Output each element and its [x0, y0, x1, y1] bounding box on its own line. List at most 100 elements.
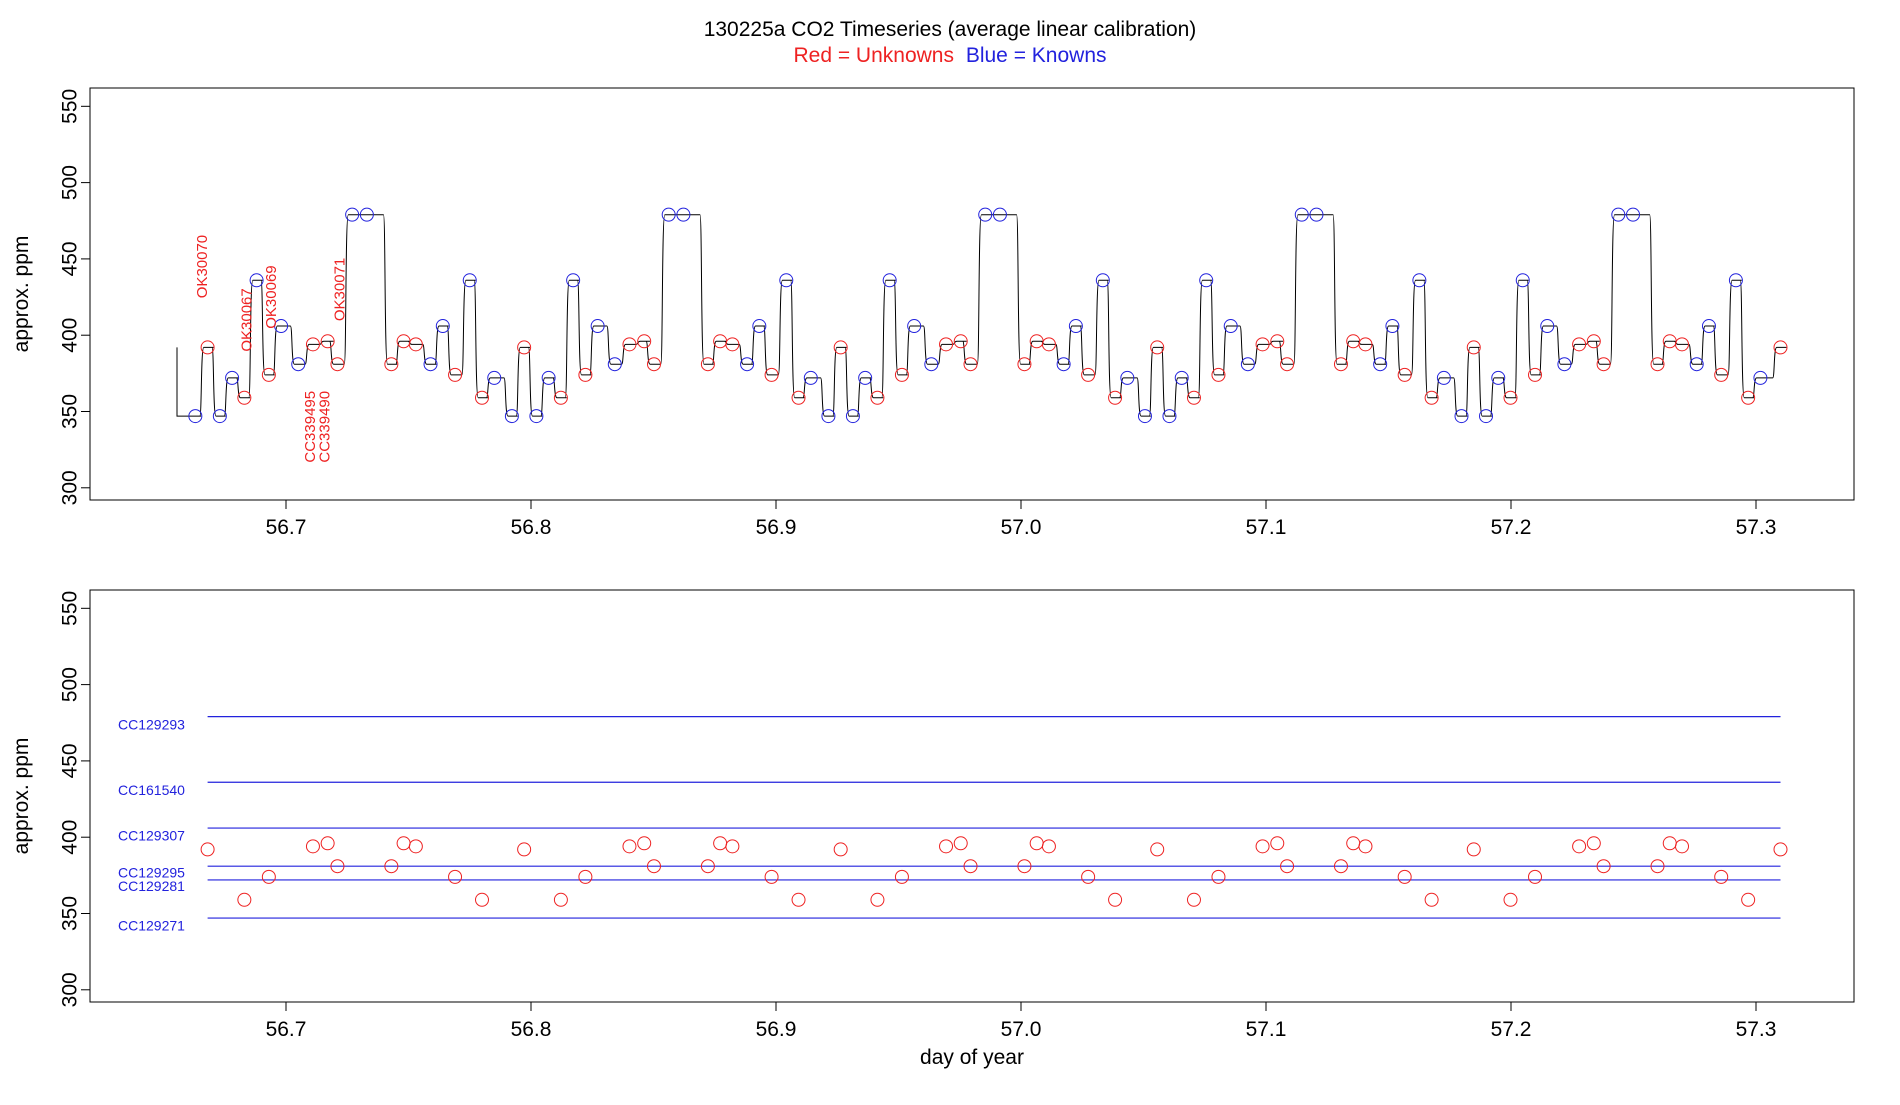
- known-point: [1309, 207, 1324, 222]
- y-tick-label: 450: [59, 743, 82, 778]
- known-point: [1385, 319, 1400, 334]
- x-tick-label: 56.8: [511, 1018, 552, 1041]
- unknown-point: [870, 892, 885, 907]
- reference-line-label: CC129295: [118, 864, 185, 880]
- y-tick-label: 350: [59, 896, 82, 931]
- unknown-point: [553, 892, 568, 907]
- unknown-point: [1358, 839, 1373, 854]
- known-point: [1557, 357, 1572, 372]
- bottom-panel: 56.7 56.8 56.9 57.0 57.1 57.2 57.3 300 350 400 450…: [10, 589, 1855, 1069]
- plot-frame: [89, 87, 1855, 501]
- unknown-point: [1017, 357, 1032, 372]
- unknown-point: [1528, 869, 1543, 884]
- unknown-point: [1358, 337, 1373, 352]
- sample-annotation: OK30071: [331, 258, 348, 321]
- sample-annotation: CC339495: [302, 391, 319, 463]
- unknown-point: [1041, 337, 1056, 352]
- unknown-point: [1572, 337, 1587, 352]
- unknown-point: [700, 357, 715, 372]
- known-point: [225, 370, 240, 385]
- unknown-point: [963, 357, 978, 372]
- unknown-point: [1211, 367, 1226, 382]
- legend-knowns: Blue = Knowns: [966, 44, 1107, 67]
- reference-line-label: CC129271: [118, 918, 185, 934]
- known-point: [249, 273, 264, 288]
- unknown-point: [1017, 859, 1032, 874]
- known-point: [487, 370, 502, 385]
- known-point: [1137, 409, 1152, 424]
- unknown-point: [833, 842, 848, 857]
- unknown-point: [1503, 892, 1518, 907]
- unknown-point: [200, 340, 215, 355]
- unknown-point: [1586, 836, 1601, 851]
- unknown-point: [646, 357, 661, 372]
- known-point: [345, 207, 360, 222]
- known-point: [661, 207, 676, 222]
- unknown-point: [1333, 357, 1348, 372]
- known-point: [1162, 409, 1177, 424]
- y-tick-label: 300: [59, 972, 82, 1007]
- unknown-point: [1466, 842, 1481, 857]
- known-point: [1728, 273, 1743, 288]
- known-point: [803, 370, 818, 385]
- known-point: [529, 409, 544, 424]
- unknown-point: [1346, 836, 1361, 851]
- y-tick-label: 550: [59, 591, 82, 626]
- unknown-point: [384, 357, 399, 372]
- x-tick-label: 57.2: [1491, 516, 1532, 539]
- unknown-point: [578, 367, 593, 382]
- known-point: [779, 273, 794, 288]
- reference-line-label: CC161540: [118, 782, 185, 798]
- unknown-point: [1397, 367, 1412, 382]
- unknown-point: [1596, 859, 1611, 874]
- unknown-point: [1773, 842, 1788, 857]
- y-tick-label: 500: [59, 667, 82, 702]
- legend-line: Red = Unknowns Blue = Knowns: [793, 44, 1106, 67]
- plot-frame: [89, 589, 1855, 1003]
- series-trace: [176, 214, 1787, 417]
- x-tick-label: 57.0: [1001, 1018, 1042, 1041]
- y-axis-label: approx. ppm: [10, 738, 33, 855]
- known-point: [607, 357, 622, 372]
- known-point: [590, 319, 605, 334]
- known-point: [752, 319, 767, 334]
- x-tick-label: 57.3: [1736, 516, 1777, 539]
- unknown-point: [713, 836, 728, 851]
- unknown-point: [408, 337, 423, 352]
- known-point: [676, 207, 691, 222]
- unknown-point: [1280, 859, 1295, 874]
- known-point: [924, 357, 939, 372]
- unknown-point: [953, 334, 968, 349]
- unknown-point: [1528, 367, 1543, 382]
- unknown-point: [1741, 892, 1756, 907]
- known-point: [504, 409, 519, 424]
- known-point: [1689, 357, 1704, 372]
- unknown-point: [1108, 390, 1123, 405]
- known-point: [1454, 409, 1469, 424]
- unknown-point: [448, 869, 463, 884]
- unknown-point: [1150, 340, 1165, 355]
- unknown-point: [1714, 367, 1729, 382]
- sample-annotation: OK30069: [263, 265, 280, 328]
- y-tick-label: 500: [59, 165, 82, 200]
- x-tick-label: 56.8: [511, 516, 552, 539]
- unknown-point: [237, 390, 252, 405]
- unknown-point: [1424, 892, 1439, 907]
- known-point: [1611, 207, 1626, 222]
- known-point: [291, 357, 306, 372]
- known-point: [1626, 207, 1641, 222]
- y-tick-label: 400: [59, 318, 82, 353]
- known-point: [1199, 273, 1214, 288]
- y-tick-label: 550: [59, 89, 82, 124]
- known-point: [821, 409, 836, 424]
- unknown-point: [517, 340, 532, 355]
- known-point: [992, 207, 1007, 222]
- known-point: [1056, 357, 1071, 372]
- known-point: [858, 370, 873, 385]
- known-point: [1412, 273, 1427, 288]
- unknown-point: [1714, 869, 1729, 884]
- sample-annotation: CC339490: [317, 391, 334, 463]
- unknown-point: [1503, 390, 1518, 405]
- unknown-point: [408, 839, 423, 854]
- known-point: [188, 409, 203, 424]
